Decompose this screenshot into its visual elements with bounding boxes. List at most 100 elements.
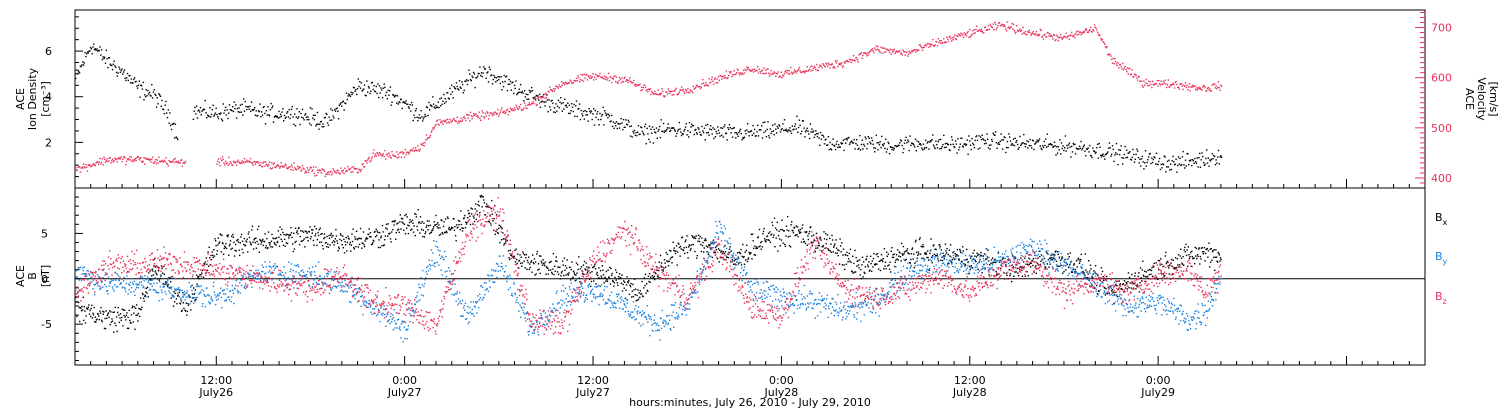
data-point	[602, 77, 604, 79]
data-point	[712, 80, 714, 82]
data-point	[797, 69, 799, 72]
data-point	[309, 226, 311, 228]
data-point	[464, 117, 466, 120]
data-point	[351, 166, 353, 168]
data-point	[204, 261, 206, 263]
data-point	[1088, 30, 1090, 32]
data-point	[524, 267, 526, 269]
data-point	[687, 257, 689, 259]
data-point	[929, 43, 931, 45]
data-point	[282, 108, 284, 110]
data-point	[514, 249, 516, 252]
data-point	[243, 161, 245, 163]
data-point	[1044, 33, 1046, 36]
data-point	[826, 65, 829, 67]
data-point	[519, 254, 521, 256]
data-point	[1027, 275, 1029, 277]
data-point	[377, 83, 379, 85]
data-point	[471, 208, 473, 210]
data-point	[308, 122, 311, 125]
data-point	[1070, 261, 1072, 263]
data-point	[1192, 160, 1195, 162]
data-point	[404, 233, 407, 235]
data-point	[1005, 28, 1007, 30]
data-point	[1104, 154, 1107, 156]
data-point	[158, 156, 160, 158]
data-point	[513, 107, 516, 109]
data-point	[255, 247, 258, 249]
data-point	[1131, 273, 1133, 276]
data-point	[551, 89, 553, 91]
data-point	[946, 36, 948, 38]
data-point	[126, 312, 128, 314]
data-point	[863, 52, 865, 54]
data-point	[962, 36, 965, 39]
data-point	[334, 241, 336, 243]
data-point	[768, 72, 770, 74]
data-point	[296, 230, 298, 232]
data-point	[785, 128, 787, 130]
data-point	[1177, 164, 1179, 167]
data-point	[1216, 162, 1218, 164]
data-point	[724, 132, 727, 135]
data-point	[82, 269, 84, 272]
data-point	[913, 144, 915, 146]
data-point	[420, 222, 422, 224]
data-point	[1100, 37, 1102, 40]
top-left-tick-label: 6	[45, 45, 52, 58]
data-point	[267, 247, 269, 249]
data-point	[111, 68, 114, 71]
data-point	[302, 239, 304, 242]
data-point	[233, 161, 235, 163]
data-point	[182, 292, 184, 294]
data-point	[125, 314, 128, 316]
data-point	[1090, 268, 1092, 270]
data-point	[629, 80, 632, 83]
data-point	[168, 160, 170, 162]
data-point	[1151, 161, 1154, 164]
data-point	[890, 250, 892, 252]
data-point	[301, 169, 303, 171]
data-point	[520, 103, 522, 106]
data-point	[732, 74, 735, 76]
data-point	[650, 276, 652, 278]
data-point	[221, 160, 223, 162]
data-point	[502, 85, 505, 88]
data-point	[461, 120, 463, 123]
data-point	[395, 232, 397, 234]
data-point	[109, 310, 111, 312]
data-point	[1202, 161, 1205, 164]
data-point	[566, 83, 568, 85]
data-point	[457, 219, 460, 222]
data-point	[597, 118, 600, 121]
data-point	[762, 230, 765, 233]
data-point	[976, 30, 979, 32]
data-point	[341, 244, 343, 246]
data-point	[319, 170, 321, 172]
data-point	[720, 251, 722, 253]
data-point	[186, 314, 188, 316]
data-point	[780, 71, 782, 73]
data-point	[443, 93, 445, 96]
data-point	[949, 244, 952, 246]
data-point	[137, 155, 139, 158]
data-point	[114, 157, 116, 159]
data-point	[889, 48, 892, 51]
data-point	[88, 273, 90, 275]
data-point	[821, 250, 823, 252]
data-point	[945, 41, 947, 44]
data-point	[294, 168, 297, 170]
data-point	[872, 50, 874, 52]
data-point	[754, 135, 757, 137]
data-point	[1185, 254, 1188, 257]
data-point	[662, 269, 664, 271]
data-point	[520, 109, 523, 111]
data-point	[1056, 265, 1058, 267]
data-point	[134, 157, 137, 160]
data-point	[1000, 267, 1002, 270]
data-point	[790, 224, 792, 226]
data-point	[436, 106, 438, 109]
data-point	[918, 49, 920, 51]
data-point	[641, 130, 644, 133]
data-point	[373, 149, 375, 151]
